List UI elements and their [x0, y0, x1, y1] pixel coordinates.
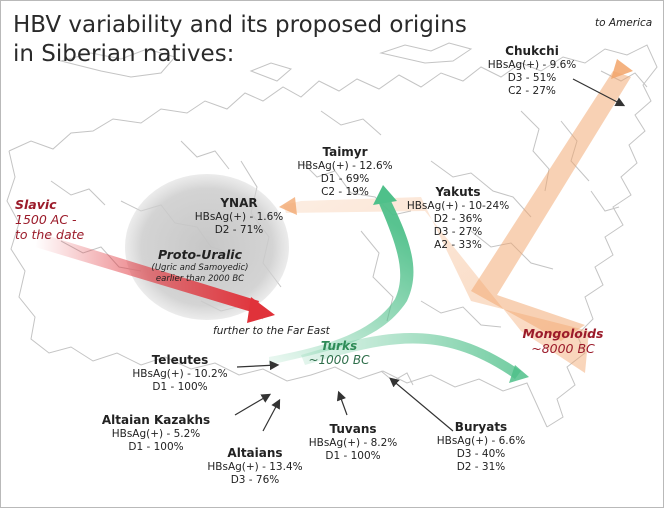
- group-line: D2 - 31%: [456, 461, 506, 473]
- group-yakuts: Yakuts HBsAg(+) - 10-24% D2 - 36% D3 - 2…: [403, 185, 513, 252]
- group-name: Taimyr: [322, 145, 368, 159]
- buryats-pointer: [389, 377, 454, 432]
- origin-proto-uralic: Proto-Uralic (Ugric and Samoyedic) earli…: [133, 247, 267, 285]
- origin-turks: Turks ~1000 BC: [293, 339, 385, 367]
- origin-name: Proto-Uralic: [157, 247, 242, 262]
- turks-arrowhead-north: [373, 185, 397, 205]
- to-america-label: to America: [595, 17, 653, 29]
- group-line: HBsAg(+) - 10-24%: [406, 200, 510, 212]
- origin-line: earlier than 2000 BC: [155, 274, 245, 284]
- origin-name: Turks: [320, 339, 358, 353]
- group-line: D1 - 100%: [325, 450, 381, 462]
- turks-arrow-north: [269, 197, 414, 365]
- origin-line: 1500 AC -: [15, 212, 77, 227]
- group-line: HBsAg(+) - 12.6%: [297, 160, 393, 172]
- group-line: D1 - 100%: [152, 381, 208, 393]
- group-name: Buryats: [454, 420, 508, 434]
- group-altaians: Altaians HBsAg(+) - 13.4% D3 - 76%: [203, 446, 307, 487]
- group-line: D1 - 69%: [320, 173, 370, 185]
- group-line: HBsAg(+) - 9.6%: [487, 59, 577, 71]
- page-title: HBV variability and its proposed origins…: [13, 11, 467, 69]
- title-line-1: HBV variability and its proposed origins: [13, 12, 467, 38]
- group-name: Altaians: [227, 446, 283, 460]
- group-line: HBsAg(+) - 10.2%: [132, 368, 228, 380]
- tuvans-pointer: [336, 390, 348, 416]
- pointer-arrows: [234, 78, 626, 432]
- group-line: D2 - 71%: [214, 224, 264, 236]
- slavic-arrowhead: [247, 297, 275, 323]
- group-line: C2 - 19%: [321, 186, 369, 198]
- chukchi-pointer: [572, 78, 626, 107]
- group-line: HBsAg(+) - 5.2%: [111, 428, 201, 440]
- origin-line: (Ugric and Samoyedic): [151, 263, 249, 273]
- mongoloids-arrow-northeast: [471, 71, 631, 341]
- slavic-arrow: [35, 233, 259, 313]
- origin-name: Slavic: [15, 197, 57, 212]
- turks-arrow-east: [301, 333, 521, 379]
- group-line: D2 - 36%: [433, 213, 483, 225]
- altaians-pointer: [262, 398, 281, 432]
- group-name: Altaian Kazakhs: [101, 413, 211, 427]
- group-ynar: YNAR HBsAg(+) - 1.6% D2 - 71%: [189, 196, 289, 237]
- mongoloids-arrowhead-northeast: [611, 59, 633, 79]
- origin-date: ~1000 BC: [308, 353, 370, 367]
- group-name: YNAR: [220, 196, 258, 210]
- group-name: Tuvans: [329, 422, 377, 436]
- group-line: D1 - 100%: [128, 441, 184, 453]
- origin-name: Mongoloids: [522, 326, 604, 341]
- teleutes-pointer: [236, 360, 280, 371]
- origin-slavic: Slavic 1500 AC - to the date: [15, 197, 97, 242]
- origin-date: ~8000 BC: [531, 341, 595, 356]
- title-line-2: in Siberian natives:: [13, 41, 235, 67]
- group-teleutes: Teleutes HBsAg(+) - 10.2% D1 - 100%: [125, 353, 235, 394]
- group-line: D3 - 51%: [507, 72, 557, 84]
- group-chukchi: Chukchi HBsAg(+) - 9.6% D3 - 51% C2 - 27…: [477, 44, 587, 98]
- group-altaian-kazakhs: Altaian Kazakhs HBsAg(+) - 5.2% D1 - 100…: [99, 413, 213, 454]
- country-outline: [6, 42, 658, 428]
- group-line: D3 - 40%: [456, 448, 506, 460]
- turks-arrowhead-east: [509, 365, 529, 383]
- group-line: C2 - 27%: [508, 85, 556, 97]
- group-line: HBsAg(+) - 1.6%: [194, 211, 284, 223]
- group-line: HBsAg(+) - 6.6%: [436, 435, 526, 447]
- further-far-east-label: further to the Far East: [213, 325, 330, 337]
- group-tuvans: Tuvans HBsAg(+) - 8.2% D1 - 100%: [301, 422, 405, 463]
- group-line: D3 - 27%: [433, 226, 483, 238]
- group-taimyr: Taimyr HBsAg(+) - 12.6% D1 - 69% C2 - 19…: [293, 145, 397, 199]
- group-name: Chukchi: [505, 44, 559, 58]
- group-line: A2 - 33%: [434, 239, 482, 251]
- origin-line: to the date: [15, 227, 85, 242]
- group-name: Teleutes: [151, 353, 209, 367]
- group-name: Yakuts: [435, 185, 481, 199]
- group-line: D3 - 76%: [230, 474, 280, 486]
- origin-mongoloids: Mongoloids ~8000 BC: [515, 326, 611, 356]
- mongoloids-arrowhead-west: [279, 197, 297, 215]
- group-buryats: Buryats HBsAg(+) - 6.6% D3 - 40% D2 - 31…: [429, 420, 533, 474]
- altaian-kazakhs-pointer: [234, 393, 272, 416]
- group-line: HBsAg(+) - 8.2%: [308, 437, 398, 449]
- mongoloids-arrow-west: [283, 197, 589, 373]
- group-line: HBsAg(+) - 13.4%: [207, 461, 303, 473]
